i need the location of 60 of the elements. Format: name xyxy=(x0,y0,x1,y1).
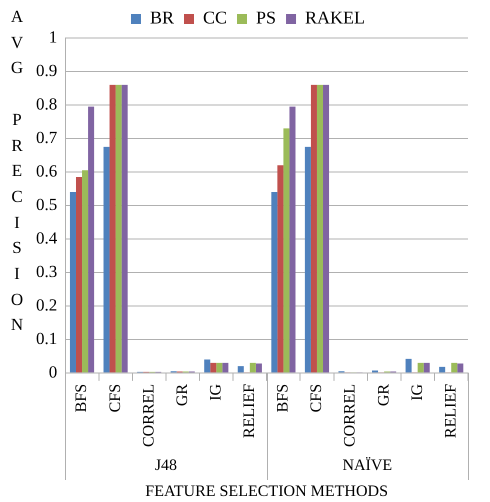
x-tick-label: CORREL xyxy=(342,384,359,448)
bar xyxy=(457,364,464,372)
y-tick-label: 0.3 xyxy=(36,262,58,281)
bar xyxy=(451,362,458,372)
y-tick-label: 0.7 xyxy=(36,128,58,147)
bar xyxy=(304,146,311,372)
legend-label: BR xyxy=(150,8,174,28)
x-tick-label: IG xyxy=(207,383,224,401)
y-tick-label: 0.5 xyxy=(36,194,58,214)
legend-label: CC xyxy=(202,8,228,28)
bar xyxy=(418,362,424,372)
y-tick-label: 1 xyxy=(48,27,58,46)
x-tick-label: BFS xyxy=(73,384,90,412)
bar xyxy=(70,192,76,372)
bar xyxy=(310,84,317,372)
bar xyxy=(289,106,296,372)
bar xyxy=(82,170,88,372)
x-axis-title: FEATURE SELECTION METHODS xyxy=(145,483,388,500)
bar xyxy=(122,84,128,372)
bar xyxy=(110,84,116,372)
bar xyxy=(283,128,290,372)
x-tick-label: GR xyxy=(174,384,191,406)
x-tick-label: CORREL xyxy=(140,384,158,448)
x-tick-label: BFS xyxy=(274,384,292,412)
text: AVG PRECISION xyxy=(10,7,24,334)
legend-label: RAKEL xyxy=(305,8,366,28)
bar xyxy=(76,176,82,372)
x-tick-label: RELIEF xyxy=(442,384,460,438)
bar xyxy=(204,359,210,372)
y-tick-label: 0.9 xyxy=(36,60,58,80)
x-tick-label: CFS xyxy=(106,384,124,412)
bar xyxy=(116,84,122,372)
x-tick-label: GR xyxy=(375,384,392,406)
x-tick-label: IG xyxy=(408,383,426,401)
bar xyxy=(216,362,222,372)
bar xyxy=(406,358,412,372)
bar xyxy=(316,84,324,372)
y-tick-label: 0 xyxy=(48,362,58,382)
text: J48 xyxy=(154,457,178,474)
y-tick-label: 0.1 xyxy=(36,328,58,348)
bar xyxy=(222,362,228,372)
text: NAÏVE xyxy=(342,457,392,474)
y-tick-label: 0.6 xyxy=(36,161,58,180)
bar xyxy=(250,362,256,372)
bar xyxy=(271,192,278,372)
bar xyxy=(277,165,284,372)
bar xyxy=(210,362,216,372)
y-tick-label: 0.2 xyxy=(36,295,58,314)
bar xyxy=(238,366,244,372)
bar xyxy=(424,362,430,372)
y-tick-label: 0.8 xyxy=(36,94,58,114)
y-tick-label: 0.4 xyxy=(36,228,58,248)
bar xyxy=(323,84,330,372)
bar xyxy=(439,366,446,372)
legend-label: PS xyxy=(256,8,276,28)
x-tick-label: CFS xyxy=(308,384,326,412)
bar xyxy=(88,106,94,372)
x-tick-label: RELIEF xyxy=(241,384,258,438)
bar xyxy=(104,146,110,372)
bar xyxy=(256,364,262,372)
